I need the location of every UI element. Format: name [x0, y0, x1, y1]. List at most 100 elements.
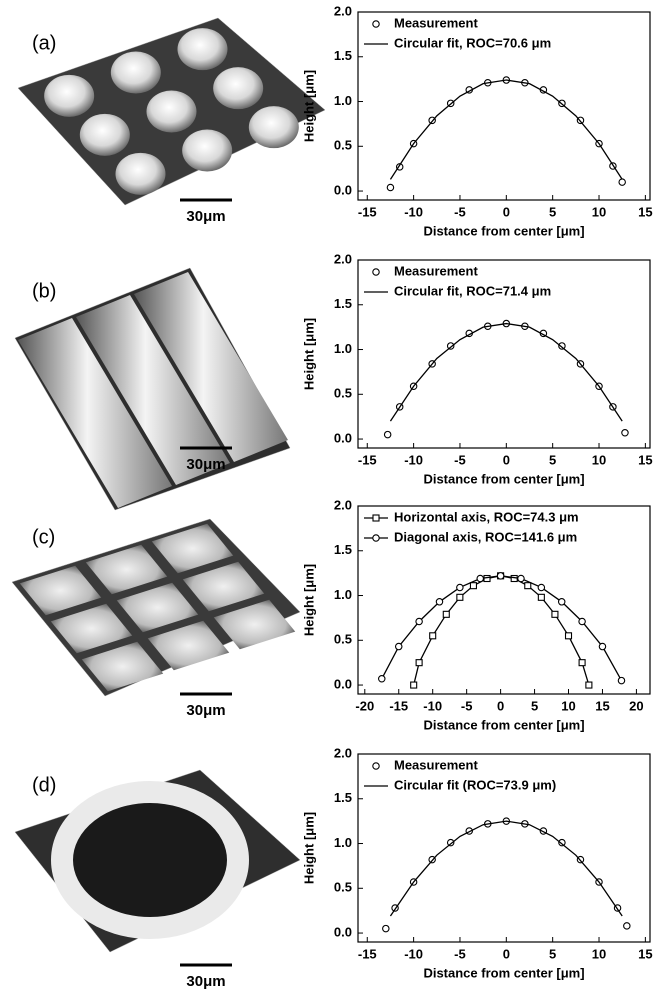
x-tick-label: -5 — [461, 698, 473, 713]
marker — [525, 583, 531, 589]
marker — [443, 611, 449, 617]
legend-label: Horizontal axis, ROC=74.3 μm — [394, 509, 579, 524]
x-tick-label: -15 — [358, 204, 377, 219]
legend-label: Measurement — [394, 263, 478, 278]
microlens — [213, 67, 263, 109]
marker — [559, 599, 565, 605]
x-tick-label: -15 — [358, 452, 377, 467]
marker — [457, 594, 463, 600]
y-tick-label: 2.0 — [334, 251, 352, 266]
marker — [379, 676, 385, 682]
marker — [566, 633, 572, 639]
panel-label: (c) — [32, 526, 55, 548]
legend-label: Circular fit, ROC=70.6 μm — [394, 35, 551, 50]
marker — [396, 643, 402, 649]
scale-bar-label: 30μm — [186, 456, 225, 473]
marker — [586, 682, 592, 688]
marker — [436, 599, 442, 605]
x-tick-label: 15 — [595, 698, 609, 713]
legend-marker — [373, 763, 379, 769]
x-tick-label: 15 — [638, 204, 652, 219]
x-tick-label: 10 — [592, 204, 606, 219]
x-tick-label: 15 — [638, 452, 652, 467]
y-tick-label: 1.0 — [334, 341, 352, 356]
marker — [579, 618, 585, 624]
marker — [457, 584, 463, 590]
x-tick-label: 0 — [503, 204, 510, 219]
x-tick-label: 10 — [561, 698, 575, 713]
legend-label: Diagonal axis, ROC=141.6 μm — [394, 529, 577, 544]
y-tick-label: 0.0 — [334, 924, 352, 939]
y-tick-label: 0.5 — [334, 880, 352, 895]
marker — [518, 575, 524, 581]
microlens — [44, 75, 94, 117]
legend-label: Circular fit, ROC=71.4 μm — [394, 283, 551, 298]
y-tick-label: 1.0 — [334, 93, 352, 108]
x-tick-label: -10 — [404, 452, 423, 467]
y-tick-label: 0.0 — [334, 430, 352, 445]
y-tick-label: 1.5 — [334, 48, 352, 63]
scale-bar-label: 30μm — [186, 973, 225, 990]
legend-label: Circular fit (ROC=73.9 μm) — [394, 777, 556, 792]
y-tick-label: 0.5 — [334, 632, 352, 647]
panel: (a)30μm0.00.51.01.52.0-15-10-5051015Dist… — [18, 3, 653, 238]
y-tick-label: 1.0 — [334, 587, 352, 602]
scale-bar-label: 30μm — [186, 702, 225, 719]
y-tick-label: 0.0 — [334, 182, 352, 197]
marker — [552, 611, 558, 617]
marker — [579, 660, 585, 666]
marker — [618, 677, 624, 683]
y-tick-label: 0.0 — [334, 676, 352, 691]
marker — [416, 660, 422, 666]
y-tick-label: 1.5 — [334, 296, 352, 311]
y-tick-label: 1.5 — [334, 790, 352, 805]
x-tick-label: -5 — [454, 204, 466, 219]
x-tick-label: 0 — [503, 946, 510, 961]
x-axis-title: Distance from center [μm] — [423, 965, 584, 980]
x-axis-title: Distance from center [μm] — [423, 717, 584, 732]
x-tick-label: -15 — [358, 946, 377, 961]
panel: (b)30μm0.00.51.01.52.0-15-10-5051015Dist… — [15, 251, 653, 510]
marker — [470, 583, 476, 589]
legend-label: Measurement — [394, 757, 478, 772]
legend-label: Measurement — [394, 15, 478, 30]
marker — [497, 573, 503, 579]
y-tick-label: 0.5 — [334, 138, 352, 153]
x-tick-label: -15 — [389, 698, 408, 713]
marker — [624, 923, 630, 929]
y-tick-label: 2.0 — [334, 497, 352, 512]
marker — [411, 682, 417, 688]
marker — [599, 643, 605, 649]
marker — [387, 184, 393, 190]
microlens — [147, 91, 197, 133]
panel-label: (d) — [32, 774, 56, 796]
panel: (c)30μm0.00.51.01.52.0-20-15-10-50510152… — [12, 497, 650, 732]
y-tick-label: 0.5 — [334, 386, 352, 401]
fit-line — [390, 80, 622, 179]
fit-line — [390, 324, 622, 422]
x-tick-label: -5 — [454, 452, 466, 467]
y-axis-title: Height [μm] — [301, 318, 316, 390]
marker — [383, 925, 389, 931]
microlens — [249, 106, 299, 148]
marker — [477, 575, 483, 581]
y-tick-label: 2.0 — [334, 3, 352, 18]
y-tick-label: 1.0 — [334, 835, 352, 850]
microlens — [80, 114, 130, 156]
legend-marker — [373, 269, 379, 275]
microlens — [178, 28, 228, 70]
y-axis-title: Height [μm] — [301, 564, 316, 636]
marker — [416, 618, 422, 624]
x-tick-label: -10 — [404, 204, 423, 219]
x-tick-label: 5 — [549, 946, 556, 961]
marker — [538, 594, 544, 600]
x-tick-label: -10 — [404, 946, 423, 961]
x-tick-label: -20 — [355, 698, 374, 713]
y-tick-label: 2.0 — [334, 745, 352, 760]
marker — [384, 431, 390, 437]
marker — [619, 179, 625, 185]
x-tick-label: 0 — [503, 452, 510, 467]
x-tick-label: 10 — [592, 452, 606, 467]
marker — [622, 430, 628, 436]
